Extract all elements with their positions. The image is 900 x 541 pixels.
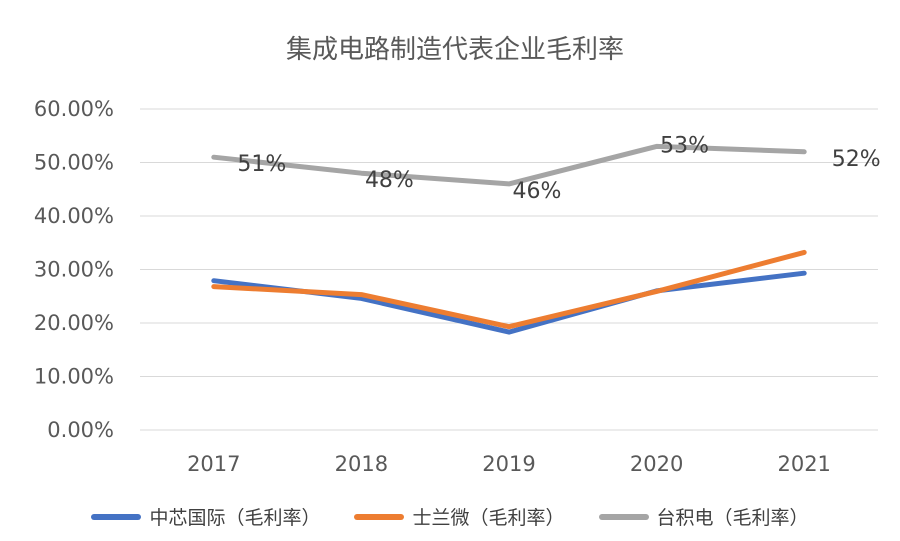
legend-label-silan: 士兰微（毛利率）	[412, 507, 565, 529]
data-label-tsmc-2018: 48%	[365, 168, 414, 193]
x-tick-label-2021: 2021	[777, 452, 830, 476]
x-tick-label-2020: 2020	[630, 452, 683, 476]
data-label-tsmc-2017: 51%	[237, 152, 286, 177]
chart-title: 集成电路制造代表企业毛利率	[286, 35, 624, 65]
data-label-tsmc-2021: 52%	[832, 147, 881, 172]
series-line-silan	[211, 249, 807, 330]
legend-label-tsmc: 台积电（毛利率）	[656, 507, 809, 529]
y-axis-tick-labels: 0.00% 10.00% 20.00% 30.00% 40.00% 50.00% 60.00…	[34, 97, 114, 442]
y-tick-label-0: 0.00%	[47, 418, 114, 442]
data-label-tsmc-2020: 53%	[660, 133, 709, 158]
x-tick-label-2019: 2019	[482, 452, 535, 476]
legend-swatch-tsmc	[598, 513, 649, 520]
x-axis-tick-labels: 2017 2018 2019 2020 2021	[187, 452, 831, 476]
y-tick-label-6: 60.00%	[34, 97, 114, 121]
x-tick-label-2017: 2017	[187, 452, 240, 476]
chart-canvas: 集成电路制造代表企业毛利率 0.00% 10.00% 20.00% 30.00% 40.…	[34, 35, 881, 476]
y-tick-label-3: 30.00%	[34, 258, 114, 282]
legend-item-smic: 中芯国际（毛利率）	[91, 503, 320, 530]
legend-label-smic: 中芯国际（毛利率）	[149, 507, 321, 529]
series-lines	[211, 143, 807, 335]
legend-swatch-silan	[354, 513, 405, 520]
y-tick-label-5: 50.00%	[34, 151, 114, 175]
data-label-tsmc-2019: 46%	[513, 179, 562, 204]
x-tick-label-2018: 2018	[335, 452, 388, 476]
y-tick-label-2: 20.00%	[34, 311, 114, 335]
data-labels: 51% 48% 46% 53% 52%	[237, 133, 880, 203]
legend-swatch-smic	[91, 513, 142, 520]
series-line-tsmc	[211, 143, 807, 187]
legend: 中芯国际（毛利率） 士兰微（毛利率） 台积电（毛利率）	[0, 503, 900, 530]
legend-item-tsmc: 台积电（毛利率）	[598, 503, 809, 530]
legend-item-silan: 士兰微（毛利率）	[354, 503, 565, 530]
y-tick-label-4: 40.00%	[34, 204, 114, 228]
y-tick-label-1: 10.00%	[34, 365, 114, 389]
